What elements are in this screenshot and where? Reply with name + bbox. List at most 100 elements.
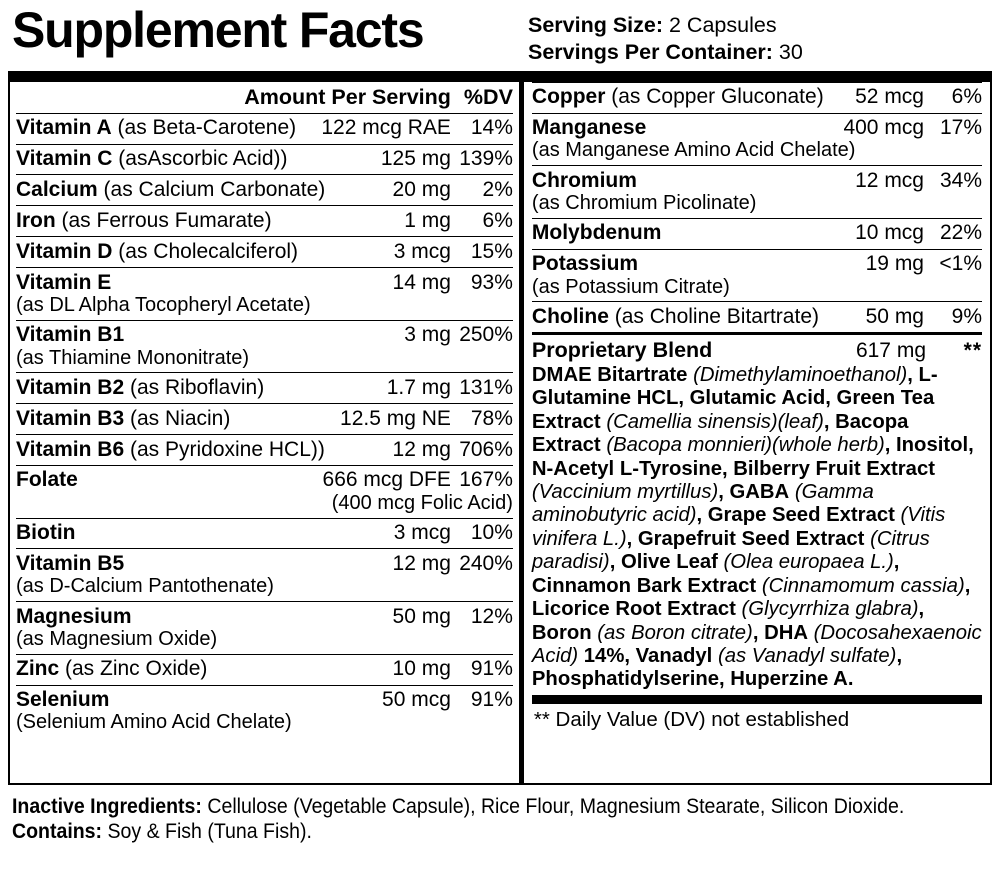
nutrient-amount: 1 mg	[404, 208, 451, 232]
table-row: Molybdenum 10 mcg 22%	[531, 217, 982, 249]
inactive-ingredients-value: Cellulose (Vegetable Capsule), Rice Flou…	[207, 794, 905, 818]
contains-line: Contains: Soy & Fish (Tuna Fish).	[12, 819, 920, 845]
nutrient-name: Chromium	[531, 168, 637, 192]
servings-per-container-label: Servings Per Container:	[528, 39, 773, 64]
table-row: Manganese 400 mcg 17% (as Manganese Amino A…	[531, 112, 982, 166]
nutrient-main-line: Vitamin B2 (as Riboflavin) 1.7 mg 131%	[16, 373, 513, 403]
nutrient-source: (400 mcg Folic Acid)	[331, 491, 513, 514]
dv-header-label: %DV	[463, 84, 513, 109]
nutrient-daily-value: 91%	[470, 688, 513, 712]
nutrient-amount: 12 mcg	[855, 168, 924, 192]
nutrient-name: Vitamin D (as Cholecalciferol)	[16, 239, 299, 263]
nutrient-name: Vitamin C (asAscorbic Acid))	[16, 147, 288, 171]
nutrient-main-line: Chromium 12 mcg 34%	[532, 169, 982, 193]
nutrient-daily-value: 2%	[482, 177, 513, 201]
nutrient-amount: 10 mcg	[855, 221, 924, 245]
nutrient-amount: 12.5 mg NE	[340, 406, 451, 430]
nutrient-source: (as Potassium Citrate)	[531, 275, 730, 298]
nutrient-daily-value: 131%	[459, 375, 513, 399]
nutrient-daily-value: 139%	[459, 147, 513, 171]
header-bar-right	[523, 72, 990, 82]
nutrient-main-line: Calcium (as Calcium Carbonate) 20 mg 2%	[16, 175, 513, 205]
table-row: Vitamin A (as Beta-Carotene) 122 mcg RAE 1…	[16, 112, 513, 144]
nutrition-table: Amount Per Serving %DV Vitamin A (as Bet…	[8, 70, 992, 785]
other-ingredients-section: Inactive Ingredients: Cellulose (Vegetab…	[8, 785, 992, 845]
nutrient-name: Calcium (as Calcium Carbonate)	[16, 177, 326, 201]
serving-size-value: 2 Capsules	[669, 13, 777, 37]
nutrient-name: Potassium	[531, 252, 639, 276]
nutrient-daily-value: 15%	[470, 239, 513, 263]
inactive-ingredients-line: Inactive Ingredients: Cellulose (Vegetab…	[12, 794, 920, 820]
nutrient-main-line: Folate 666 mcg DFE 167%	[16, 468, 513, 492]
nutrient-daily-value: 167%	[459, 468, 513, 492]
table-row: Calcium (as Calcium Carbonate) 20 mg 2%	[16, 174, 513, 205]
nutrient-amount: 400 mcg	[843, 116, 924, 140]
nutrient-source: (as D-Calcium Pantothenate)	[16, 575, 274, 598]
nutrient-amount: 3 mcg	[393, 521, 451, 545]
proprietary-blend-header: Proprietary Blend 617 mg **	[532, 335, 982, 364]
nutrient-name: Vitamin B2 (as Riboflavin)	[16, 375, 265, 399]
nutrient-amount: 3 mcg	[393, 239, 451, 263]
serving-info: Serving Size: 2 Capsules Servings Per Co…	[518, 6, 990, 66]
nutrient-source: (as DL Alpha Tocopheryl Acetate)	[16, 293, 311, 316]
table-row: Choline (as Choline Bitartrate) 50 mg 9%	[531, 301, 982, 332]
table-row: Vitamin D (as Cholecalciferol) 3 mcg 15%	[16, 236, 513, 267]
dv-footnote: ** Daily Value (DV) not established	[533, 707, 850, 731]
nutrient-daily-value: 91%	[470, 657, 513, 681]
table-row: Magnesium 50 mg 12% (as Magnesium Oxide)	[16, 601, 513, 654]
table-row: Chromium 12 mcg 34% (as Chromium Picolinate…	[531, 165, 982, 218]
table-row: Selenium 50 mcg 91% (Selenium Amino Acid Ch…	[16, 684, 513, 738]
table-row: Iron (as Ferrous Fumarate) 1 mg 6%	[16, 205, 513, 236]
nutrient-amount: 12 mg	[392, 437, 451, 461]
nutrient-name: Copper (as Copper Gluconate)	[531, 85, 824, 109]
nutrient-name: Folate	[16, 468, 78, 492]
nutrient-daily-value: <1%	[939, 252, 982, 276]
nutrient-amount: 50 mg	[865, 304, 924, 328]
footnote-divider	[531, 694, 982, 704]
proprietary-blend-amount: 617 mg	[855, 338, 926, 362]
table-row: Vitamin B2 (as Riboflavin) 1.7 mg 131%	[16, 372, 513, 403]
page-title: Supplement Facts	[12, 2, 425, 58]
nutrient-main-line: Vitamin B6 (as Pyridoxine HCL)) 12 mg 706%	[16, 435, 513, 465]
nutrient-name: Vitamin B6 (as Pyridoxine HCL))	[16, 437, 325, 461]
nutrient-name: Biotin	[16, 521, 76, 545]
nutrient-name: Vitamin A (as Beta-Carotene)	[16, 116, 297, 140]
table-row: Vitamin B5 12 mg 240% (as D-Calcium Pantoth…	[16, 548, 513, 601]
nutrient-main-line: Vitamin D (as Cholecalciferol) 3 mcg 15%	[16, 237, 513, 267]
nutrient-daily-value: 14%	[470, 116, 513, 140]
blend-divider	[531, 332, 982, 336]
amount-per-serving-label: Amount Per Serving	[244, 84, 451, 109]
left-nutrient-rows: Vitamin A (as Beta-Carotene) 122 mcg RAE 1…	[16, 112, 513, 738]
proprietary-blend-title: Proprietary Blend	[531, 337, 713, 362]
nutrient-daily-value: 706%	[459, 437, 513, 461]
nutrient-main-line: Selenium 50 mcg 91%	[16, 688, 513, 712]
nutrient-daily-value: 6%	[482, 208, 513, 232]
nutrient-daily-value: 250%	[459, 323, 513, 347]
nutrient-main-line: Manganese 400 mcg 17%	[532, 116, 982, 140]
nutrient-daily-value: 240%	[459, 551, 513, 575]
table-row: Vitamin C (asAscorbic Acid)) 125 mg 139%	[16, 143, 513, 175]
nutrient-main-line: Vitamin A (as Beta-Carotene) 122 mcg RAE 1…	[16, 114, 513, 144]
nutrient-main-line: Vitamin E 14 mg 93%	[16, 271, 513, 295]
nutrient-main-line: Potassium 19 mg <1%	[532, 252, 982, 276]
nutrient-name: Magnesium	[16, 604, 132, 628]
nutrient-daily-value: 78%	[470, 406, 513, 430]
contains-label: Contains:	[12, 820, 103, 844]
table-row: Folate 666 mcg DFE 167% (400 mcg Folic Acid…	[16, 464, 513, 518]
nutrient-name: Iron (as Ferrous Fumarate)	[16, 208, 272, 232]
nutrient-daily-value: 17%	[939, 116, 982, 140]
amount-per-serving-header: Amount Per Serving %DV	[16, 82, 513, 113]
serving-size-label: Serving Size:	[528, 13, 664, 37]
table-row: Zinc (as Zinc Oxide) 10 mg 91%	[16, 653, 513, 685]
nutrient-daily-value: 34%	[939, 168, 982, 192]
nutrient-daily-value: 9%	[951, 304, 982, 328]
table-row: Vitamin B3 (as Niacin) 12.5 mg NE 78%	[16, 403, 513, 434]
nutrient-amount: 14 mg	[392, 270, 451, 294]
nutrient-amount: 20 mg	[392, 177, 451, 201]
nutrient-name: Manganese	[531, 116, 647, 140]
nutrient-daily-value: 12%	[470, 604, 513, 628]
nutrient-daily-value: 6%	[951, 85, 982, 109]
nutrient-main-line: Copper (as Copper Gluconate) 52 mcg 6%	[532, 83, 982, 113]
servings-per-container-line: Servings Per Container: 30	[528, 39, 990, 66]
